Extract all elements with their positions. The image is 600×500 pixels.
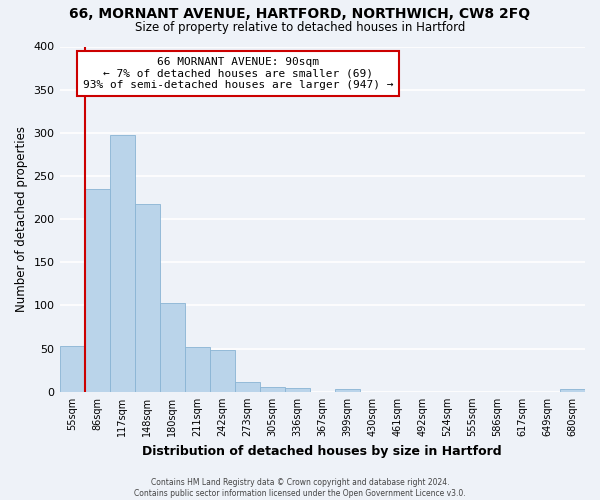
Bar [134, 204, 160, 392]
Y-axis label: Number of detached properties: Number of detached properties [15, 126, 28, 312]
Text: 66, MORNANT AVENUE, HARTFORD, NORTHWICH, CW8 2FQ: 66, MORNANT AVENUE, HARTFORD, NORTHWICH,… [70, 8, 530, 22]
Bar [260, 386, 285, 392]
Bar [110, 136, 134, 392]
Text: Size of property relative to detached houses in Hartford: Size of property relative to detached ho… [135, 21, 465, 34]
Bar [59, 346, 85, 392]
Bar [285, 388, 310, 392]
Bar [335, 389, 360, 392]
Bar [160, 303, 185, 392]
Bar [85, 189, 110, 392]
X-axis label: Distribution of detached houses by size in Hartford: Distribution of detached houses by size … [142, 444, 502, 458]
Text: 66 MORNANT AVENUE: 90sqm
← 7% of detached houses are smaller (69)
93% of semi-de: 66 MORNANT AVENUE: 90sqm ← 7% of detache… [83, 57, 394, 90]
Bar [235, 382, 260, 392]
Text: Contains HM Land Registry data © Crown copyright and database right 2024.
Contai: Contains HM Land Registry data © Crown c… [134, 478, 466, 498]
Bar [560, 389, 585, 392]
Bar [209, 350, 235, 392]
Bar [185, 347, 209, 392]
